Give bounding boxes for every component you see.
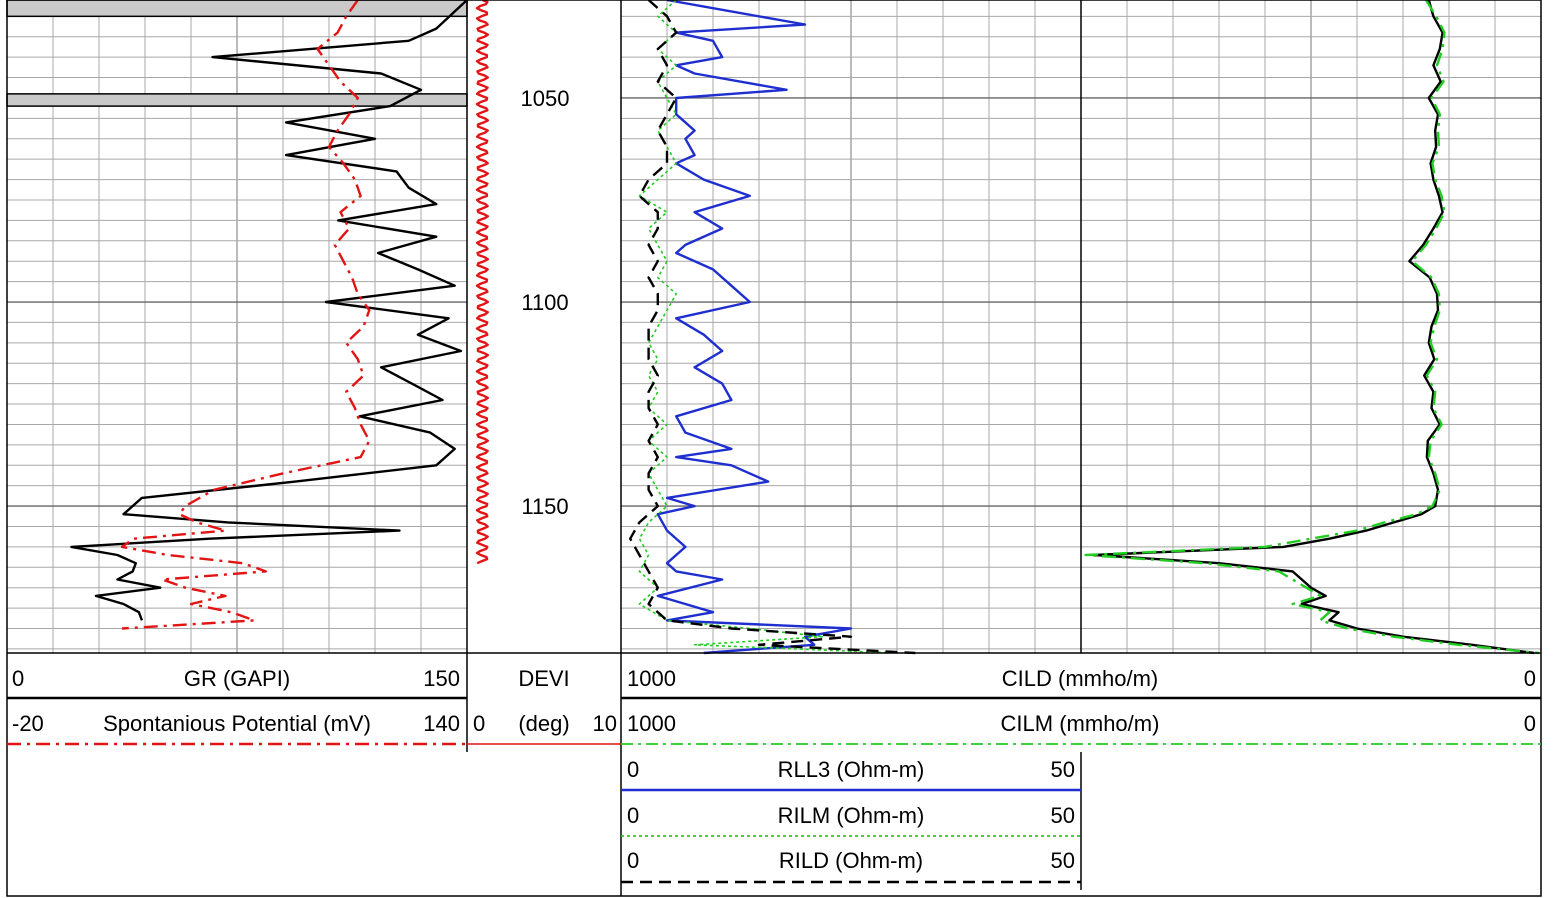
rild-curve-label: RILD (Ohm-m) [779,848,923,873]
cilm-scale-min: 1000 [627,711,676,736]
cilm-scale-max: 0 [1524,711,1536,736]
curve-rll3 [656,0,853,655]
log-header: 0 GR (GAPI) 150 -20 Spontanious Potentia… [7,666,1541,884]
cilm-curve-label: CILM (mmho/m) [1001,711,1160,736]
devi-scale-max: 10 [593,711,617,736]
shaded-interval [6,0,468,18]
rilm-scale-min: 0 [627,803,639,828]
rild-scale-min: 0 [627,848,639,873]
depth-label: 1050 [521,86,570,111]
rilm-curve-label: RILM (Ohm-m) [778,803,925,828]
curve-cilm [1084,0,1539,655]
track-borders [6,0,1542,897]
cild-scale-min: 1000 [627,666,676,691]
shaded-interval [6,93,468,107]
depth-labels: 1050 1100 1150 [521,86,570,519]
rll3-scale-max: 50 [1051,757,1075,782]
shaded-intervals [6,0,468,107]
curve-rilm [638,0,898,654]
rll3-scale-min: 0 [627,757,639,782]
sp-curve-label: Spontanious Potential (mV) [103,711,371,736]
rilm-scale-max: 50 [1051,803,1075,828]
depth-label: 1100 [521,290,568,315]
gr-curve-label: GR (GAPI) [184,666,290,691]
sp-scale-min: -20 [12,711,44,736]
cild-curve-label: CILD (mmho/m) [1002,666,1158,691]
gr-scale-max: 150 [423,666,460,691]
grid-lines [7,0,1541,653]
devi-unit-label: (deg) [518,711,569,736]
cild-scale-max: 0 [1524,666,1536,691]
curve-devi [475,0,489,565]
depth-label: 1150 [521,494,568,519]
curve-cild [1093,0,1535,655]
devi-curve-label: DEVI [518,666,569,691]
curve-gr [70,0,468,621]
devi-scale-min: 0 [473,711,485,736]
sp-scale-max: 140 [423,711,460,736]
curve-rild [629,0,916,655]
rll3-curve-label: RLL3 (Ohm-m) [778,757,925,782]
rild-scale-max: 50 [1051,848,1075,873]
log-curves [70,0,1539,655]
gr-scale-min: 0 [12,666,24,691]
outer-border [6,0,1542,897]
curve-sp [120,0,371,630]
